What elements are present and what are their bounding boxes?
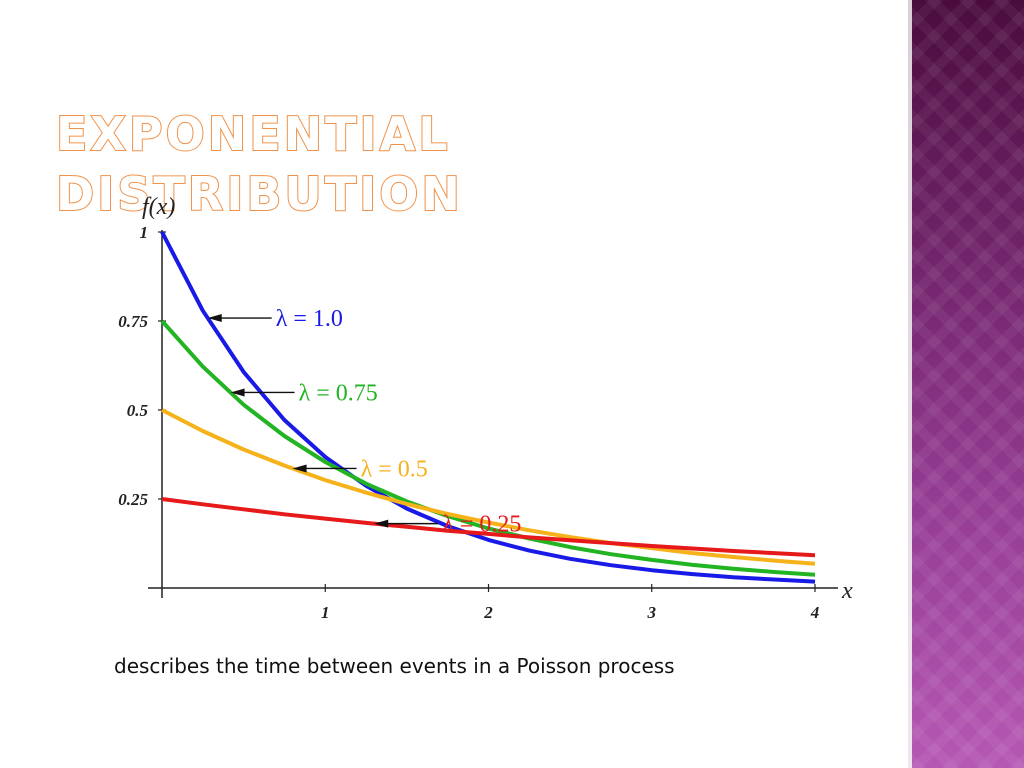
- y-ticks: 0.25 0.5 0.75 1: [118, 223, 166, 509]
- annotation-label: λ = 1.0: [276, 306, 343, 332]
- x-tick-label: 1: [321, 603, 330, 622]
- series-lines: [160, 231, 816, 584]
- slide-caption: describes the time between events in a P…: [114, 654, 675, 678]
- annotation-arrowhead: [230, 388, 245, 397]
- annotation-arrowhead: [207, 314, 222, 323]
- y-axis-label: f(x): [142, 194, 175, 220]
- x-tick-label: 4: [810, 603, 820, 622]
- series-line-0: [160, 231, 816, 584]
- annotation-arrowhead: [374, 519, 389, 528]
- series-line-1: [160, 319, 816, 577]
- series-line-3: [161, 497, 816, 558]
- annotation-label: λ = 0.25: [442, 512, 521, 538]
- slide-title: Exponential Distribution: [55, 106, 463, 222]
- y-tick-label: 1: [140, 223, 149, 242]
- annotation-label: λ = 0.75: [299, 380, 378, 406]
- y-tick-label: 0.75: [118, 312, 148, 331]
- x-axis-label: x: [841, 578, 853, 604]
- side-band-edge: [908, 0, 912, 768]
- y-tick-label: 0.25: [118, 490, 148, 509]
- x-ticks: 1 2 3 4: [321, 584, 819, 622]
- decorative-side-band: [912, 0, 1024, 768]
- annotation-label: λ = 0.5: [361, 456, 428, 482]
- x-tick-label: 3: [647, 603, 657, 622]
- exponential-distribution-chart: 0.25 0.5 0.75 1 1 2 3 4 f(x) x λ = 1.0 λ = 0.75…: [118, 194, 853, 622]
- series-line-2: [161, 408, 816, 566]
- x-tick-label: 2: [483, 603, 493, 622]
- series-annotations: λ = 1.0 λ = 0.75 λ = 0.5 λ = 0.25: [207, 306, 521, 538]
- y-tick-label: 0.5: [127, 401, 149, 420]
- annotation-arrowhead: [292, 464, 307, 473]
